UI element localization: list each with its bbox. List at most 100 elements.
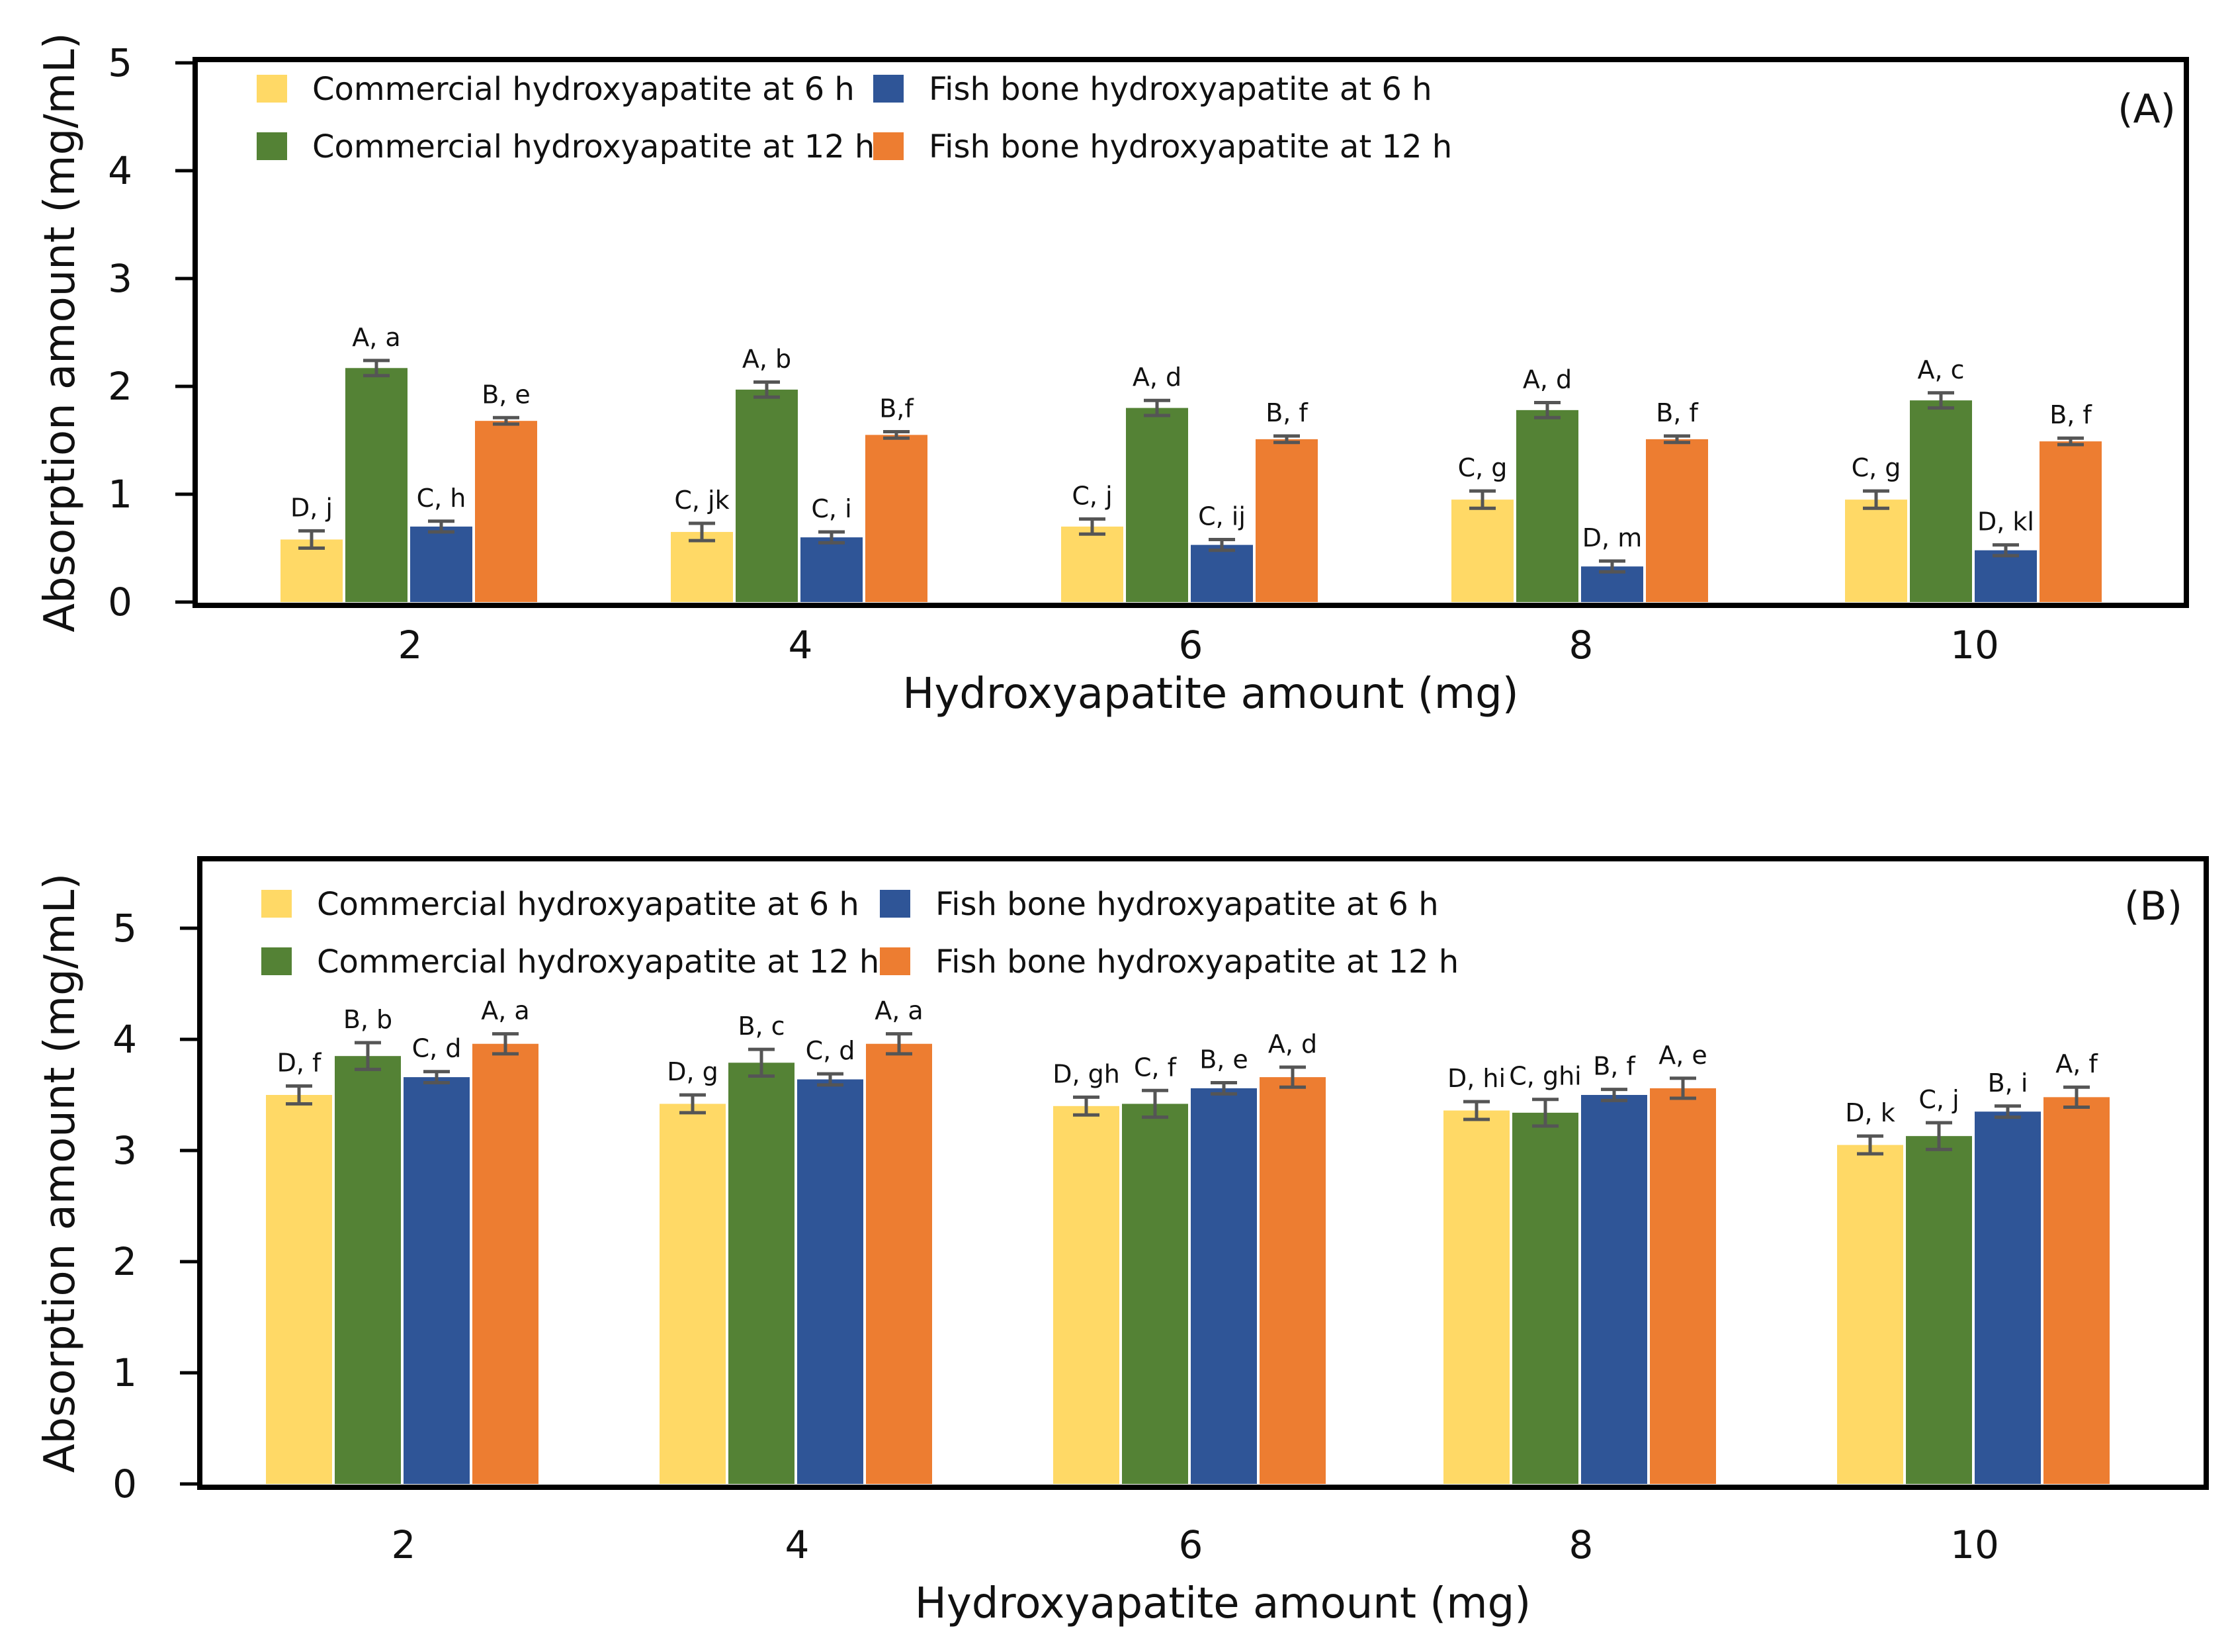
error-bar bbox=[1995, 1104, 2021, 1119]
bar bbox=[1650, 1088, 1716, 1484]
bar-label: B, f bbox=[1266, 398, 1309, 427]
error-bar bbox=[298, 529, 325, 550]
y-tick-label: 4 bbox=[112, 1017, 137, 1062]
legend-label: Fish bone hydroxyapatite at 12 h bbox=[935, 943, 1459, 980]
bar-label: C, d bbox=[412, 1034, 462, 1063]
error-bar bbox=[493, 415, 519, 426]
bar-label: D, j bbox=[290, 493, 333, 522]
error-bar bbox=[1670, 1076, 1696, 1100]
bar-label: A, b bbox=[742, 344, 791, 373]
error-bar bbox=[1599, 559, 1625, 574]
error-bar bbox=[689, 521, 715, 543]
bar-label: B,f bbox=[879, 394, 914, 423]
panel-b: 0 1 2 3 4 5 Absorption amount (mg/mL) 2 4 6 8 10 Hyd… bbox=[36, 856, 2209, 1628]
bar bbox=[280, 539, 343, 602]
bar-label: A, c bbox=[1917, 355, 1964, 384]
legend: Commercial hydroxyapatite at 6 h Commerci… bbox=[257, 71, 1452, 165]
error-bar bbox=[355, 1041, 381, 1071]
bar-label: D, gh bbox=[1053, 1059, 1120, 1088]
bar bbox=[736, 389, 798, 602]
error-bar bbox=[1273, 434, 1300, 445]
bar bbox=[1053, 1106, 1119, 1484]
bar-label: D, hi bbox=[1447, 1064, 1506, 1093]
error-bar bbox=[1209, 537, 1235, 552]
bar-label: C, d bbox=[806, 1036, 855, 1065]
x-tick-label: 10 bbox=[1950, 1522, 1999, 1567]
legend-item: Commercial hydroxyapatite at 6 h bbox=[257, 71, 855, 108]
error-bar bbox=[753, 380, 780, 399]
legend-label: Commercial hydroxyapatite at 6 h bbox=[317, 886, 859, 923]
legend-swatch bbox=[257, 75, 287, 103]
panel-label: (B) bbox=[2124, 883, 2182, 930]
bar bbox=[866, 1043, 932, 1484]
error-bar bbox=[1926, 1121, 1952, 1151]
legend-item: Fish bone hydroxyapatite at 6 h bbox=[873, 71, 1432, 108]
bar-label: A, a bbox=[481, 996, 529, 1025]
bar bbox=[1443, 1110, 1510, 1484]
bar bbox=[410, 526, 472, 602]
bar bbox=[1122, 1104, 1188, 1484]
y-axis-title: Absorption amount (mg/mL) bbox=[36, 873, 85, 1473]
legend: Commercial hydroxyapatite at 6 h Commerci… bbox=[261, 886, 1459, 980]
error-bar bbox=[1863, 489, 1889, 510]
bar bbox=[345, 368, 408, 602]
legend-item: Commercial hydroxyapatite at 12 h bbox=[257, 128, 875, 165]
bar-label: D, m bbox=[1582, 523, 1642, 552]
error-bar bbox=[1857, 1134, 1883, 1156]
bar-label: A, a bbox=[352, 323, 400, 352]
error-bar bbox=[1079, 517, 1105, 536]
bar bbox=[1845, 500, 1907, 602]
bar bbox=[865, 435, 927, 602]
bar bbox=[671, 532, 733, 602]
error-bar bbox=[286, 1084, 312, 1106]
legend-swatch bbox=[880, 947, 910, 975]
error-bar bbox=[2057, 436, 2084, 447]
legend-swatch bbox=[880, 890, 910, 918]
error-bar bbox=[1532, 1098, 1559, 1128]
bar bbox=[1260, 1077, 1326, 1484]
bar bbox=[1975, 1111, 2041, 1484]
error-bar bbox=[883, 429, 910, 440]
bar bbox=[660, 1104, 726, 1484]
bar bbox=[800, 537, 863, 602]
bar bbox=[1256, 439, 1318, 602]
legend-item: Commercial hydroxyapatite at 12 h bbox=[261, 943, 879, 980]
legend-swatch bbox=[261, 890, 292, 918]
bar bbox=[1191, 1088, 1257, 1484]
legend-item: Commercial hydroxyapatite at 6 h bbox=[261, 886, 859, 923]
bar-label: A, a bbox=[875, 996, 923, 1025]
y-tick-label: 5 bbox=[108, 40, 132, 85]
x-axis-title: Hydroxyapatite amount (mg) bbox=[915, 1579, 1531, 1628]
bar-label: A, e bbox=[1658, 1041, 1707, 1070]
error-bar bbox=[1469, 489, 1496, 510]
error-bar bbox=[1211, 1081, 1237, 1096]
panel-label: (A) bbox=[2118, 86, 2176, 132]
legend-label: Commercial hydroxyapatite at 12 h bbox=[312, 128, 875, 165]
bar-label: A, d bbox=[1268, 1029, 1317, 1059]
y-tick-label: 0 bbox=[108, 580, 132, 625]
bar-label: B, f bbox=[1593, 1052, 1636, 1081]
y-tick-label: 3 bbox=[112, 1128, 137, 1173]
error-bar bbox=[1142, 1088, 1168, 1119]
bar-label: A, f bbox=[2055, 1049, 2098, 1078]
legend-label: Commercial hydroxyapatite at 6 h bbox=[312, 71, 855, 108]
error-bar bbox=[679, 1093, 706, 1115]
bar-label: B, f bbox=[1656, 398, 1699, 427]
bar-label: C, j bbox=[1072, 481, 1112, 510]
bar bbox=[1837, 1145, 1903, 1484]
bar bbox=[1646, 439, 1708, 602]
bar bbox=[2043, 1097, 2110, 1484]
bar-label: C, ij bbox=[1198, 501, 1246, 531]
error-bar bbox=[818, 530, 845, 544]
bar-label: C, j bbox=[1918, 1085, 1959, 1114]
legend-item: Fish bone hydroxyapatite at 12 h bbox=[880, 943, 1459, 980]
plot-frame bbox=[193, 57, 2189, 608]
error-bar bbox=[363, 359, 390, 378]
x-tick-label: 2 bbox=[392, 1522, 416, 1567]
bar bbox=[335, 1056, 401, 1484]
bar-label: A, d bbox=[1133, 363, 1181, 392]
bar-label: B, i bbox=[1988, 1068, 2028, 1098]
bar-label: B, e bbox=[1199, 1045, 1248, 1074]
error-bar bbox=[492, 1032, 519, 1056]
